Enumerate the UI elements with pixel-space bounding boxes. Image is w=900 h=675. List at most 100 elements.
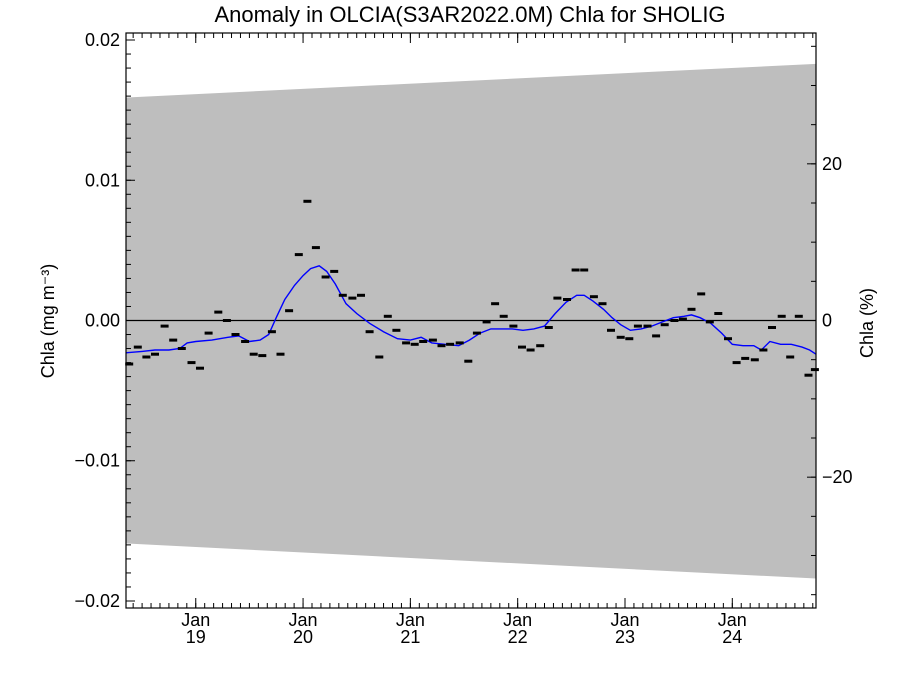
monthly-anomaly-point — [660, 323, 669, 327]
x-tick-label-year: 22 — [508, 627, 528, 647]
monthly-anomaly-point — [472, 331, 481, 335]
monthly-anomaly-point — [563, 298, 571, 301]
monthly-anomaly-point — [482, 320, 491, 324]
x-tick-label-year: 24 — [722, 627, 742, 647]
monthly-anomaly-point — [204, 331, 213, 335]
monthly-anomaly-point — [125, 362, 134, 366]
monthly-anomaly-point — [241, 340, 250, 343]
monthly-anomaly-point — [231, 333, 240, 336]
monthly-anomaly-point — [571, 268, 580, 272]
monthly-anomaly-point — [160, 324, 169, 328]
monthly-anomaly-point — [633, 324, 642, 328]
y-tick-label-left: 0.02 — [85, 30, 120, 50]
monthly-anomaly-point — [455, 341, 464, 345]
monthly-anomaly-point — [303, 199, 312, 203]
monthly-anomaly-point — [499, 314, 508, 318]
monthly-anomaly-point — [589, 295, 598, 299]
monthly-anomaly-point — [133, 345, 142, 349]
monthly-anomaly-point — [410, 342, 419, 346]
plot-area — [125, 63, 819, 579]
monthly-anomaly-point — [142, 355, 151, 359]
monthly-anomaly-point — [724, 337, 732, 341]
monthly-anomaly-point — [392, 328, 401, 332]
monthly-anomaly-point — [714, 312, 723, 315]
y-tick-label-left: −0.02 — [74, 591, 120, 611]
x-tick-label-month: Jan — [181, 610, 210, 630]
monthly-anomaly-point — [804, 373, 813, 377]
monthly-anomaly-point — [437, 344, 446, 348]
monthly-anomaly-point — [491, 302, 500, 306]
monthly-anomaly-point — [249, 352, 258, 356]
monthly-anomaly-point — [311, 246, 320, 250]
monthly-anomaly-point — [741, 356, 750, 360]
monthly-anomaly-point — [810, 368, 819, 372]
monthly-anomaly-point — [276, 352, 285, 356]
monthly-anomaly-point — [625, 337, 634, 341]
y-tick-label-right: 20 — [822, 154, 842, 174]
monthly-anomaly-point — [750, 358, 759, 362]
monthly-anomaly-point — [732, 361, 741, 365]
monthly-anomaly-point — [759, 348, 768, 352]
monthly-anomaly-point — [214, 310, 223, 314]
x-tick-label-month: Jan — [718, 610, 747, 630]
monthly-anomaly-point — [509, 324, 518, 328]
monthly-anomaly-point — [151, 352, 159, 356]
monthly-anomaly-point — [616, 335, 625, 339]
monthly-anomaly-point — [607, 328, 615, 332]
x-tick-label-month: Jan — [396, 610, 425, 630]
monthly-anomaly-point — [222, 319, 231, 322]
x-tick-label-year: 19 — [186, 627, 206, 647]
monthly-anomaly-point — [670, 319, 679, 322]
monthly-anomaly-point — [428, 338, 437, 342]
monthly-anomaly-point — [768, 326, 776, 329]
y-tick-label-right: −20 — [822, 467, 853, 487]
monthly-anomaly-point — [402, 341, 411, 345]
monthly-anomaly-point — [383, 314, 392, 318]
y-axis-label-left: Chla (mg m⁻³) — [38, 264, 58, 379]
monthly-anomaly-point — [338, 293, 347, 297]
monthly-anomaly-point — [446, 342, 455, 346]
monthly-anomaly-point — [285, 309, 294, 313]
monthly-anomaly-point — [294, 253, 303, 257]
monthly-anomaly-point — [321, 275, 330, 279]
monthly-anomaly-point — [375, 355, 384, 359]
x-tick-label-year: 21 — [400, 627, 420, 647]
x-tick-label-year: 23 — [615, 627, 635, 647]
monthly-anomaly-point — [553, 296, 562, 300]
monthly-anomaly-point — [177, 347, 186, 350]
x-tick-label-month: Jan — [610, 610, 639, 630]
y-axis-label-right: Chla (%) — [857, 288, 877, 358]
monthly-anomaly-point — [419, 340, 428, 343]
monthly-anomaly-point — [786, 355, 795, 359]
axes: 0.020.010.00−0.01−0.02200−20Jan19Jan20Ja… — [74, 30, 852, 647]
monthly-anomaly-point — [580, 268, 589, 272]
monthly-anomaly-point — [365, 330, 374, 334]
monthly-anomaly-point — [687, 307, 696, 311]
monthly-anomaly-point — [598, 302, 607, 306]
monthly-anomaly-point — [705, 320, 714, 324]
x-tick-label-month: Jan — [503, 610, 532, 630]
monthly-anomaly-point — [258, 354, 267, 358]
monthly-anomaly-point — [678, 317, 687, 321]
monthly-anomaly-point — [643, 324, 652, 328]
monthly-anomaly-point — [330, 269, 339, 273]
y-tick-label-left: 0.01 — [85, 170, 120, 190]
y-tick-label-left: 0.00 — [85, 311, 120, 331]
monthly-anomaly-point — [794, 314, 803, 318]
monthly-anomaly-point — [267, 330, 276, 334]
y-tick-label-right: 0 — [822, 311, 832, 331]
monthly-anomaly-point — [652, 334, 661, 338]
x-tick-label-month: Jan — [289, 610, 318, 630]
monthly-anomaly-point — [357, 293, 365, 297]
monthly-anomaly-point — [697, 292, 706, 296]
uncertainty-envelope — [126, 63, 816, 579]
monthly-anomaly-point — [777, 314, 786, 318]
monthly-anomaly-point — [536, 344, 545, 348]
monthly-anomaly-point — [348, 296, 357, 300]
y-tick-label-left: −0.01 — [74, 451, 120, 471]
x-tick-label-year: 20 — [293, 627, 313, 647]
monthly-anomaly-point — [169, 338, 178, 342]
monthly-anomaly-point — [187, 361, 196, 365]
chart-title: Anomaly in OLCIA(S3AR2022.0M) Chla for S… — [214, 2, 725, 27]
